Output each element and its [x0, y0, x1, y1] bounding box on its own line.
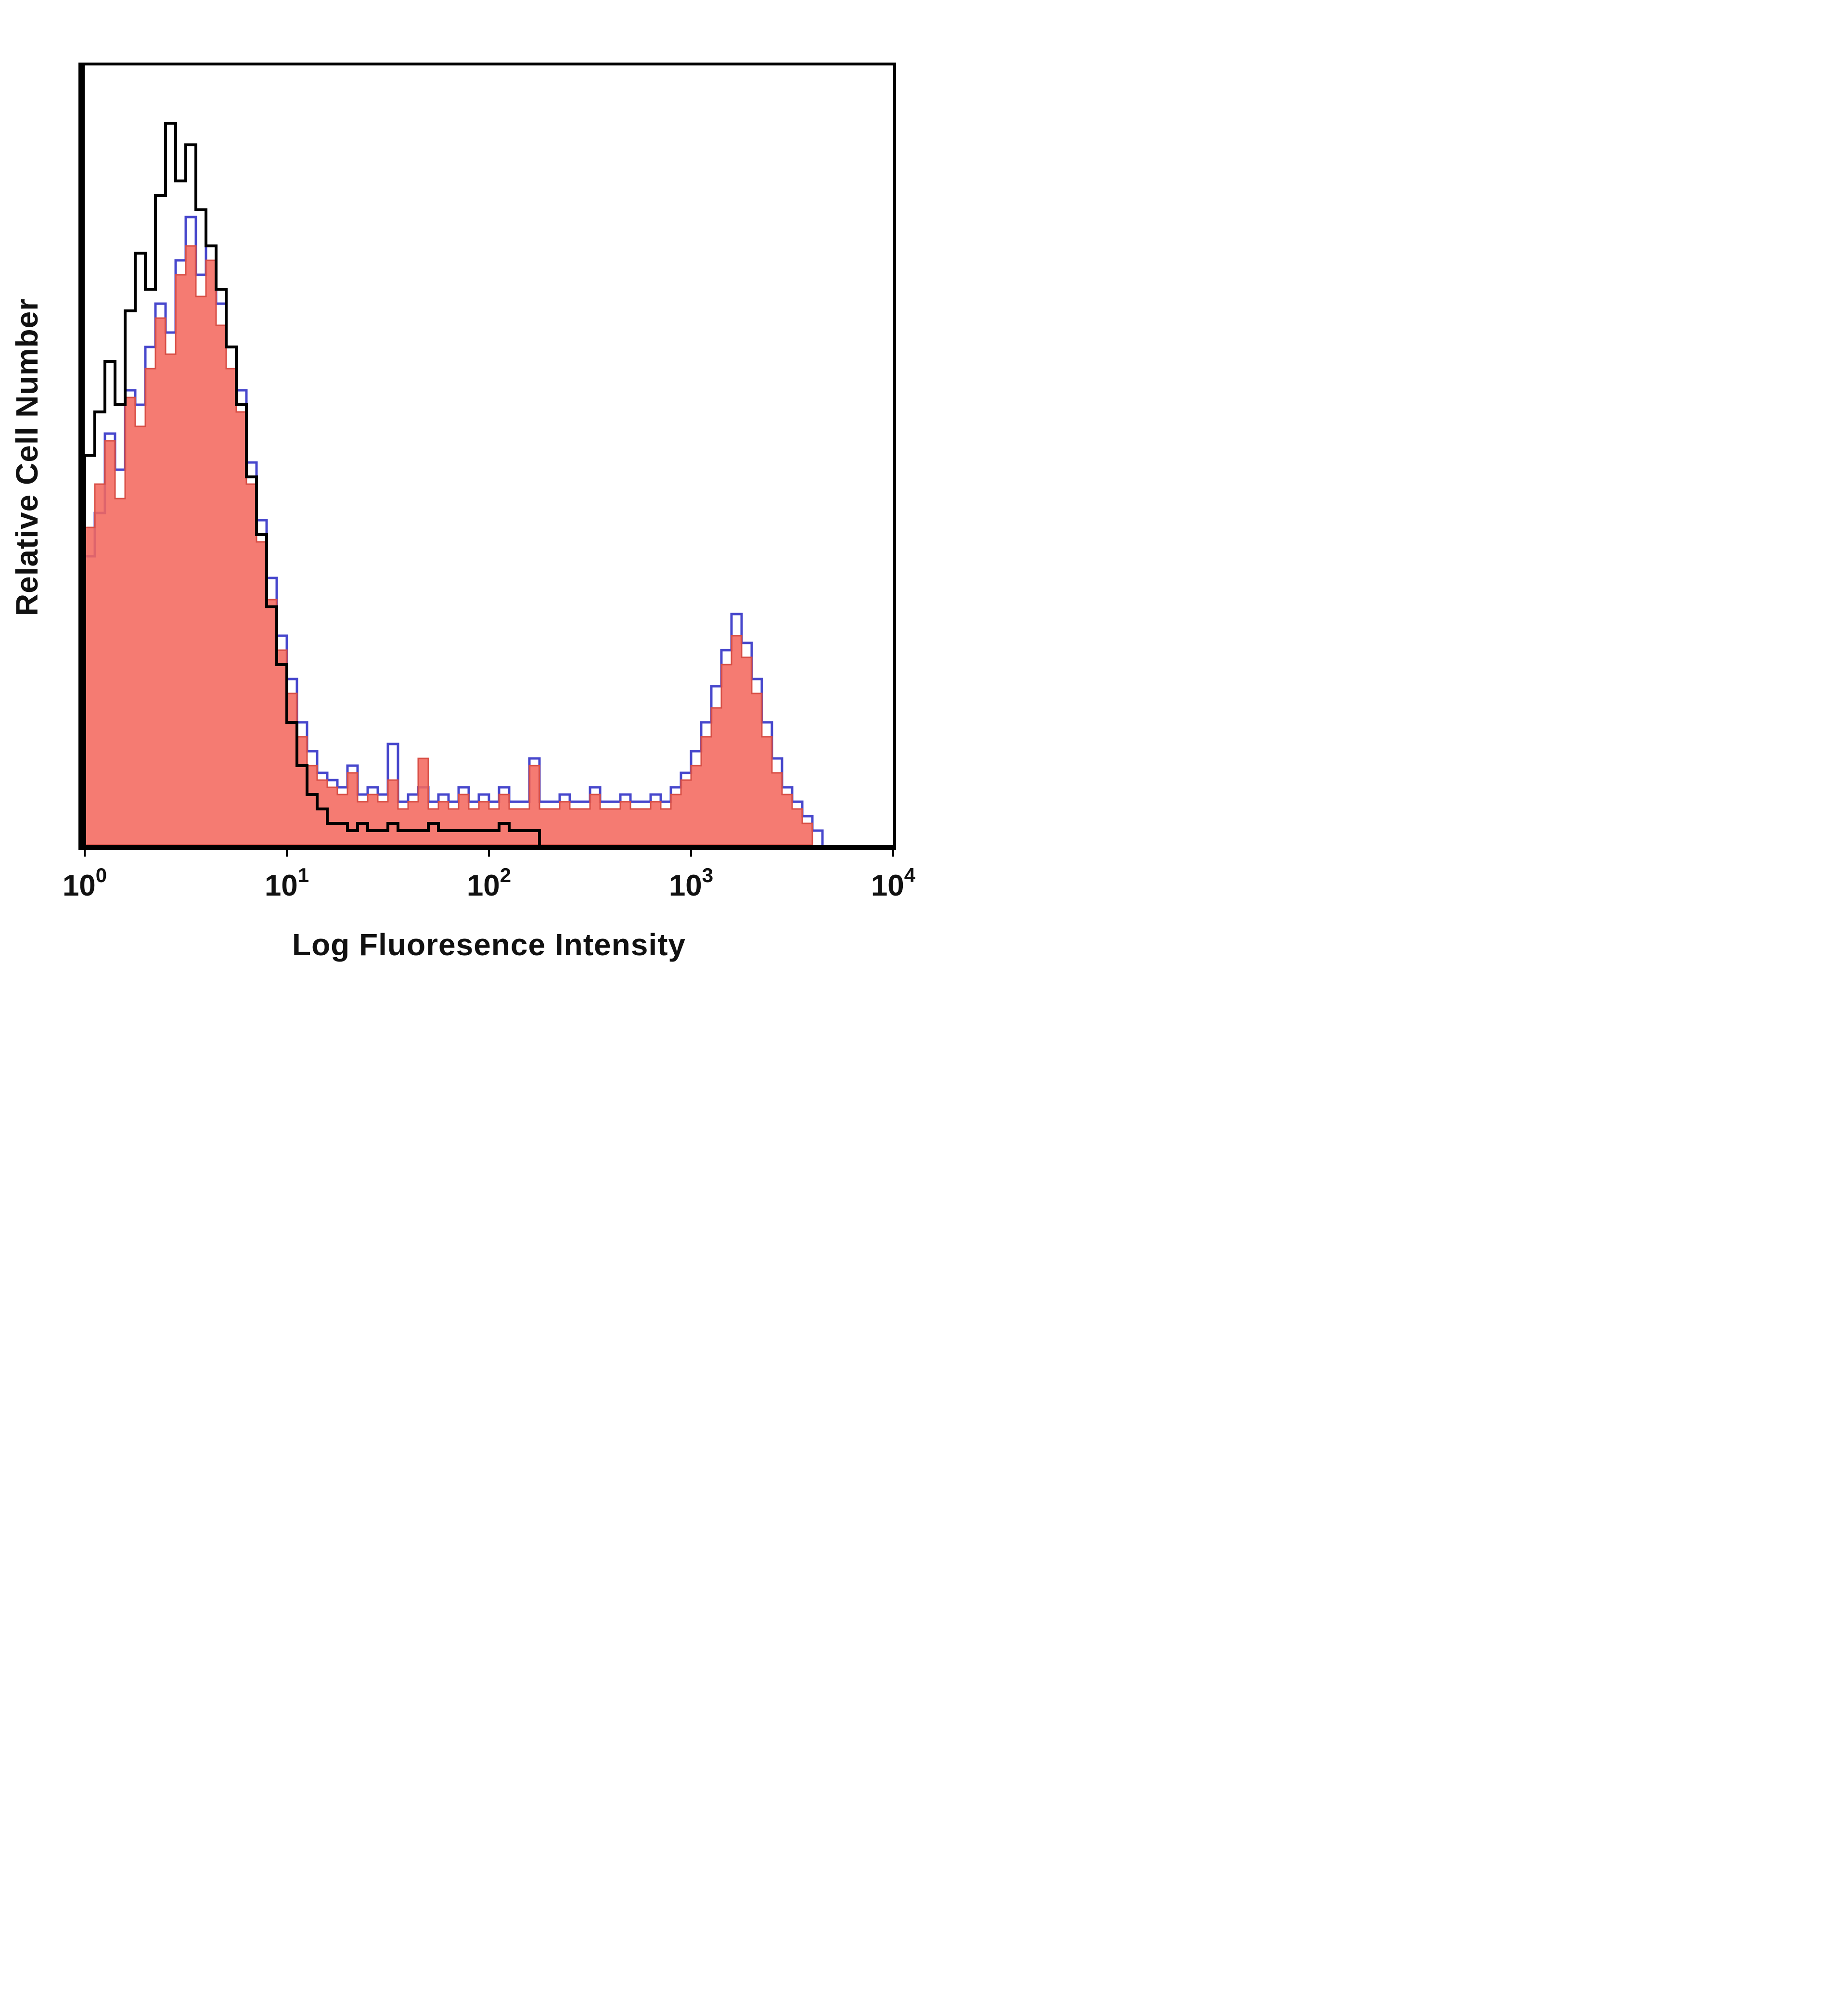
- histogram-plot: 100 101 102 103 104 Relative Cell Number Log…: [10, 63, 916, 962]
- black-outline-histogram: [83, 122, 541, 845]
- x-axis-line: [78, 845, 896, 850]
- plot-top-border: [78, 63, 896, 65]
- x-tick-mark: [488, 850, 490, 857]
- plot-frame: [78, 63, 896, 850]
- x-tick-label: 101: [265, 864, 309, 902]
- y-axis-label: Relative Cell Number: [10, 298, 44, 616]
- x-tick-mark: [286, 850, 288, 857]
- x-tick-label: 102: [467, 864, 511, 902]
- x-axis-ticks: 100 101 102 103 104: [63, 850, 916, 902]
- x-tick-label: 103: [669, 864, 713, 902]
- plot-right-border: [893, 63, 896, 850]
- y-axis-line: [78, 63, 85, 850]
- histogram-series: [83, 122, 824, 846]
- x-tick-label: 100: [63, 864, 107, 902]
- x-tick-mark: [690, 850, 692, 857]
- histogram-figure: 100 101 102 103 104 Relative Cell Number Log…: [0, 0, 924, 1000]
- flow-cytometry-figure: 100 101 102 103 104 Relative Cell Number Log…: [0, 0, 924, 1000]
- x-tick-label: 104: [871, 864, 916, 902]
- x-tick-mark: [84, 850, 86, 857]
- x-tick-mark: [892, 850, 894, 857]
- red-filled-histogram: [84, 245, 813, 846]
- x-axis-label: Log Fluoresence Intensity: [292, 927, 686, 962]
- blue-outline-histogram: [83, 216, 824, 845]
